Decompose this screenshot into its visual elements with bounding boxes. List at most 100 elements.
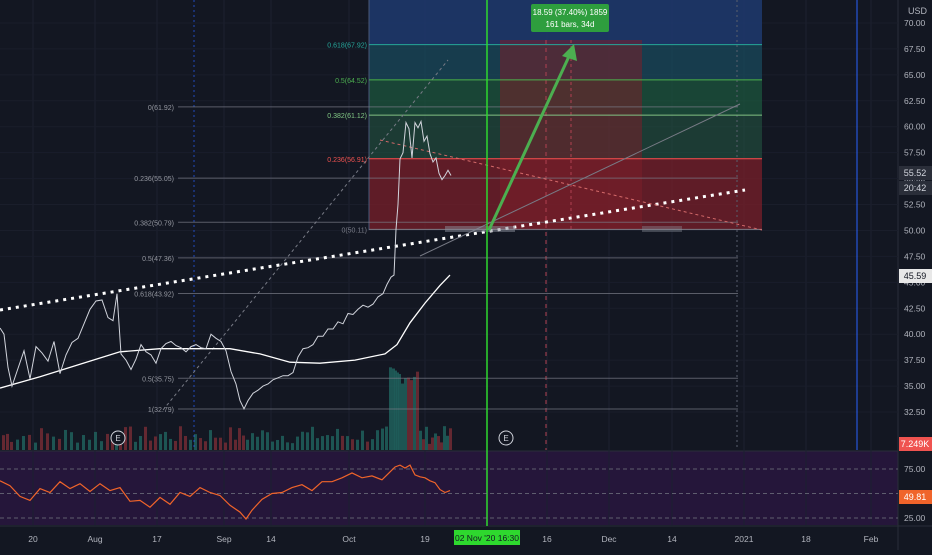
volume-bar bbox=[371, 439, 374, 450]
price-tick-label: 50.00 bbox=[904, 225, 926, 235]
volume-bar bbox=[326, 435, 329, 450]
price-tick-label: 40.00 bbox=[904, 329, 926, 339]
volume-bar bbox=[22, 436, 25, 450]
time-tick-label: 16 bbox=[542, 534, 552, 544]
rsi-tick-label: 75.00 bbox=[904, 464, 926, 474]
price-tick-label: 47.50 bbox=[904, 251, 926, 261]
fib-level-label: 0.5(47.36) bbox=[142, 256, 174, 263]
time-cursor-badge: 02 Nov '20 16:30 bbox=[454, 530, 520, 545]
volume-bar bbox=[219, 437, 222, 450]
volume-bar bbox=[446, 435, 449, 450]
price-tick-label: 62.50 bbox=[904, 96, 926, 106]
volume-bar bbox=[64, 429, 67, 450]
volume-bar bbox=[281, 435, 284, 450]
volume-bar bbox=[100, 441, 103, 450]
volume-bar bbox=[366, 441, 369, 450]
earnings-marker[interactable] bbox=[498, 430, 514, 446]
volume-bar bbox=[229, 427, 232, 450]
volume-bar bbox=[159, 434, 162, 450]
volume-bar bbox=[115, 440, 118, 450]
moving-average-line[interactable] bbox=[0, 274, 451, 389]
volume-bar bbox=[40, 428, 43, 450]
price-tick-label: 67.50 bbox=[904, 44, 926, 54]
rsi-badge-label: 49.81 bbox=[904, 492, 927, 502]
volume-bar bbox=[58, 438, 61, 450]
price-badge-a-label: 55.52 bbox=[904, 168, 927, 178]
price-tick-label: 70.00 bbox=[904, 18, 926, 28]
measure-arrow[interactable] bbox=[487, 51, 573, 231]
volume-bar bbox=[296, 436, 299, 450]
rsi-line[interactable] bbox=[0, 464, 451, 520]
volume-bar bbox=[238, 428, 241, 450]
volume-bar bbox=[404, 378, 407, 450]
volume-bar bbox=[376, 430, 379, 450]
fib-level-label: 0.618(43.92) bbox=[134, 292, 174, 299]
time-tick-label: Oct bbox=[342, 534, 356, 544]
volume-bar bbox=[10, 441, 13, 450]
volume-bar bbox=[413, 376, 416, 450]
measure-tooltip-line1: 18.59 (37.40%) 1859 bbox=[533, 8, 608, 17]
volume-bar bbox=[82, 435, 85, 450]
dotted-trendline[interactable] bbox=[0, 188, 746, 312]
volume-bar bbox=[422, 439, 425, 450]
volume-badge bbox=[899, 437, 932, 451]
earnings-markers: E E bbox=[110, 430, 514, 446]
volume-bar bbox=[154, 436, 157, 450]
fib-right-level-label: 0.618(67.92) bbox=[327, 43, 367, 50]
volume-bar bbox=[419, 430, 422, 450]
volume-bar bbox=[416, 371, 419, 450]
measure-arrow-head bbox=[562, 44, 577, 61]
time-tick-label: 2021 bbox=[735, 534, 754, 544]
range-handle-2[interactable] bbox=[642, 226, 682, 232]
volume-bar bbox=[199, 438, 202, 450]
volume-bar bbox=[261, 430, 264, 450]
fib-level-label: 0(61.92) bbox=[148, 105, 174, 112]
volume-bar bbox=[149, 440, 152, 450]
price-badge-a bbox=[899, 166, 932, 180]
fib-level-label: 0.236(55.05) bbox=[134, 176, 174, 183]
fib-right-level-label: 0.236(56.91) bbox=[327, 157, 367, 164]
price-tick-label: 37.50 bbox=[904, 355, 926, 365]
price-line[interactable] bbox=[0, 119, 452, 411]
time-tick-label: Aug bbox=[87, 534, 102, 544]
range-handle[interactable] bbox=[445, 226, 515, 232]
earnings-marker[interactable] bbox=[110, 430, 126, 446]
volume-bar bbox=[351, 439, 354, 450]
measure-tooltip: 18.59 (37.40%) 1859 161 bars, 34d bbox=[531, 4, 609, 32]
time-tick-label: 14 bbox=[667, 534, 677, 544]
earnings-marker-label: E bbox=[503, 434, 508, 443]
volume-bar bbox=[425, 426, 428, 450]
volume-bar bbox=[6, 433, 9, 450]
rsi-badge bbox=[899, 490, 932, 504]
volume-bar bbox=[234, 439, 237, 450]
time-tick-label: Dec bbox=[601, 534, 617, 544]
time-axis: 20 Aug 17 Sep 14 Oct 19 16 Dec 14 2021 18 Feb bbox=[28, 534, 878, 544]
volume-bar bbox=[184, 435, 187, 450]
price-badge-b bbox=[899, 269, 932, 283]
volume-bar bbox=[256, 436, 259, 450]
rsi-indicator bbox=[0, 464, 898, 520]
volume-bar bbox=[449, 428, 452, 450]
volume-bar bbox=[106, 433, 109, 450]
volume-bar bbox=[271, 441, 274, 450]
volume-bar bbox=[437, 436, 440, 450]
volume-bar bbox=[356, 439, 359, 450]
volume-bar bbox=[224, 442, 227, 450]
fib-level-label: 0.382(50.79) bbox=[134, 220, 174, 227]
volume-bar bbox=[311, 426, 314, 450]
volume-bar bbox=[276, 439, 279, 450]
time-cursor-badge-box bbox=[454, 530, 520, 545]
fib-right-level-label: 0.5(64.52) bbox=[335, 78, 367, 85]
volume-bar bbox=[214, 437, 217, 450]
volume-bar bbox=[204, 441, 207, 450]
volume-bar bbox=[266, 432, 269, 450]
volume-badge-label: 7.249K bbox=[901, 439, 930, 449]
volume-bar bbox=[346, 436, 349, 450]
rsi-pane-background bbox=[0, 451, 898, 525]
volume-bar bbox=[336, 428, 339, 450]
volume-bar bbox=[34, 442, 37, 450]
price-tick-label: 52.50 bbox=[904, 200, 926, 210]
price-tick-label: 35.00 bbox=[904, 381, 926, 391]
